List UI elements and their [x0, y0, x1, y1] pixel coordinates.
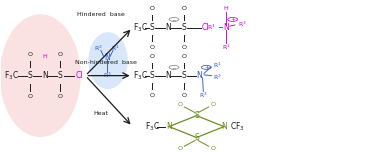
Text: S: S [194, 111, 199, 120]
Text: O: O [210, 146, 215, 151]
Text: N: N [223, 23, 229, 32]
Text: Cl: Cl [202, 23, 209, 32]
Text: $\mathsf{F_3C}$: $\mathsf{F_3C}$ [5, 69, 19, 82]
Text: $\mathsf{R^2}$: $\mathsf{R^2}$ [94, 44, 103, 53]
Text: S: S [181, 71, 186, 80]
Text: $\mathsf{CF_3}$: $\mathsf{CF_3}$ [230, 120, 245, 133]
Text: O: O [181, 54, 186, 59]
Text: N: N [104, 53, 110, 62]
Text: O: O [28, 94, 33, 99]
Text: O: O [210, 102, 215, 107]
Text: +: + [230, 17, 235, 22]
Text: −: − [172, 17, 176, 22]
Text: O: O [58, 94, 63, 99]
Text: S: S [58, 71, 63, 80]
Text: $\mathsf{F_3C}$: $\mathsf{F_3C}$ [133, 21, 148, 34]
Text: Heat: Heat [93, 111, 108, 116]
Text: S: S [181, 23, 186, 32]
Text: O: O [178, 146, 183, 151]
Text: O: O [181, 93, 186, 98]
Text: $\mathsf{F_3C}$: $\mathsf{F_3C}$ [144, 120, 160, 133]
Text: N: N [166, 122, 172, 131]
Text: S: S [150, 23, 155, 32]
Text: N: N [221, 122, 227, 131]
Text: $\mathsf{R^1}$: $\mathsf{R^1}$ [111, 44, 119, 53]
Text: +: + [204, 65, 209, 70]
Text: Non-hindered  base: Non-hindered base [75, 60, 137, 65]
Text: −: − [172, 65, 176, 70]
Text: O: O [181, 6, 186, 11]
Text: S: S [150, 71, 155, 80]
Text: N: N [197, 71, 203, 80]
Text: O: O [28, 52, 33, 57]
Text: $\mathsf{R^1}$: $\mathsf{R^1}$ [207, 22, 215, 32]
Text: O: O [58, 52, 63, 57]
Text: O: O [150, 6, 155, 11]
Text: O: O [150, 93, 155, 98]
Text: N: N [42, 71, 48, 80]
Text: $\mathsf{R^2}$: $\mathsf{R^2}$ [222, 43, 230, 52]
Text: $\mathsf{R^3}$: $\mathsf{R^3}$ [102, 71, 111, 80]
Text: H: H [223, 6, 228, 11]
Text: N: N [165, 71, 171, 80]
Text: $\mathsf{R^1}$: $\mathsf{R^1}$ [213, 60, 222, 70]
Ellipse shape [88, 32, 128, 89]
Text: $\mathsf{R^3}$: $\mathsf{R^3}$ [199, 90, 208, 100]
Text: O: O [150, 54, 155, 59]
Text: O: O [181, 45, 186, 50]
Text: $\mathsf{R^2}$: $\mathsf{R^2}$ [213, 73, 222, 82]
Text: $\mathsf{R^3}$: $\mathsf{R^3}$ [238, 20, 247, 29]
Text: S: S [194, 133, 199, 142]
Text: Hindered  base: Hindered base [77, 12, 124, 17]
Text: Cl: Cl [75, 71, 83, 80]
Text: H: H [42, 54, 47, 59]
Text: $\mathsf{F_3C}$: $\mathsf{F_3C}$ [133, 69, 148, 82]
Text: O: O [150, 45, 155, 50]
Text: N: N [165, 23, 171, 32]
Text: S: S [28, 71, 33, 80]
Text: O: O [178, 102, 183, 107]
Ellipse shape [0, 14, 81, 137]
